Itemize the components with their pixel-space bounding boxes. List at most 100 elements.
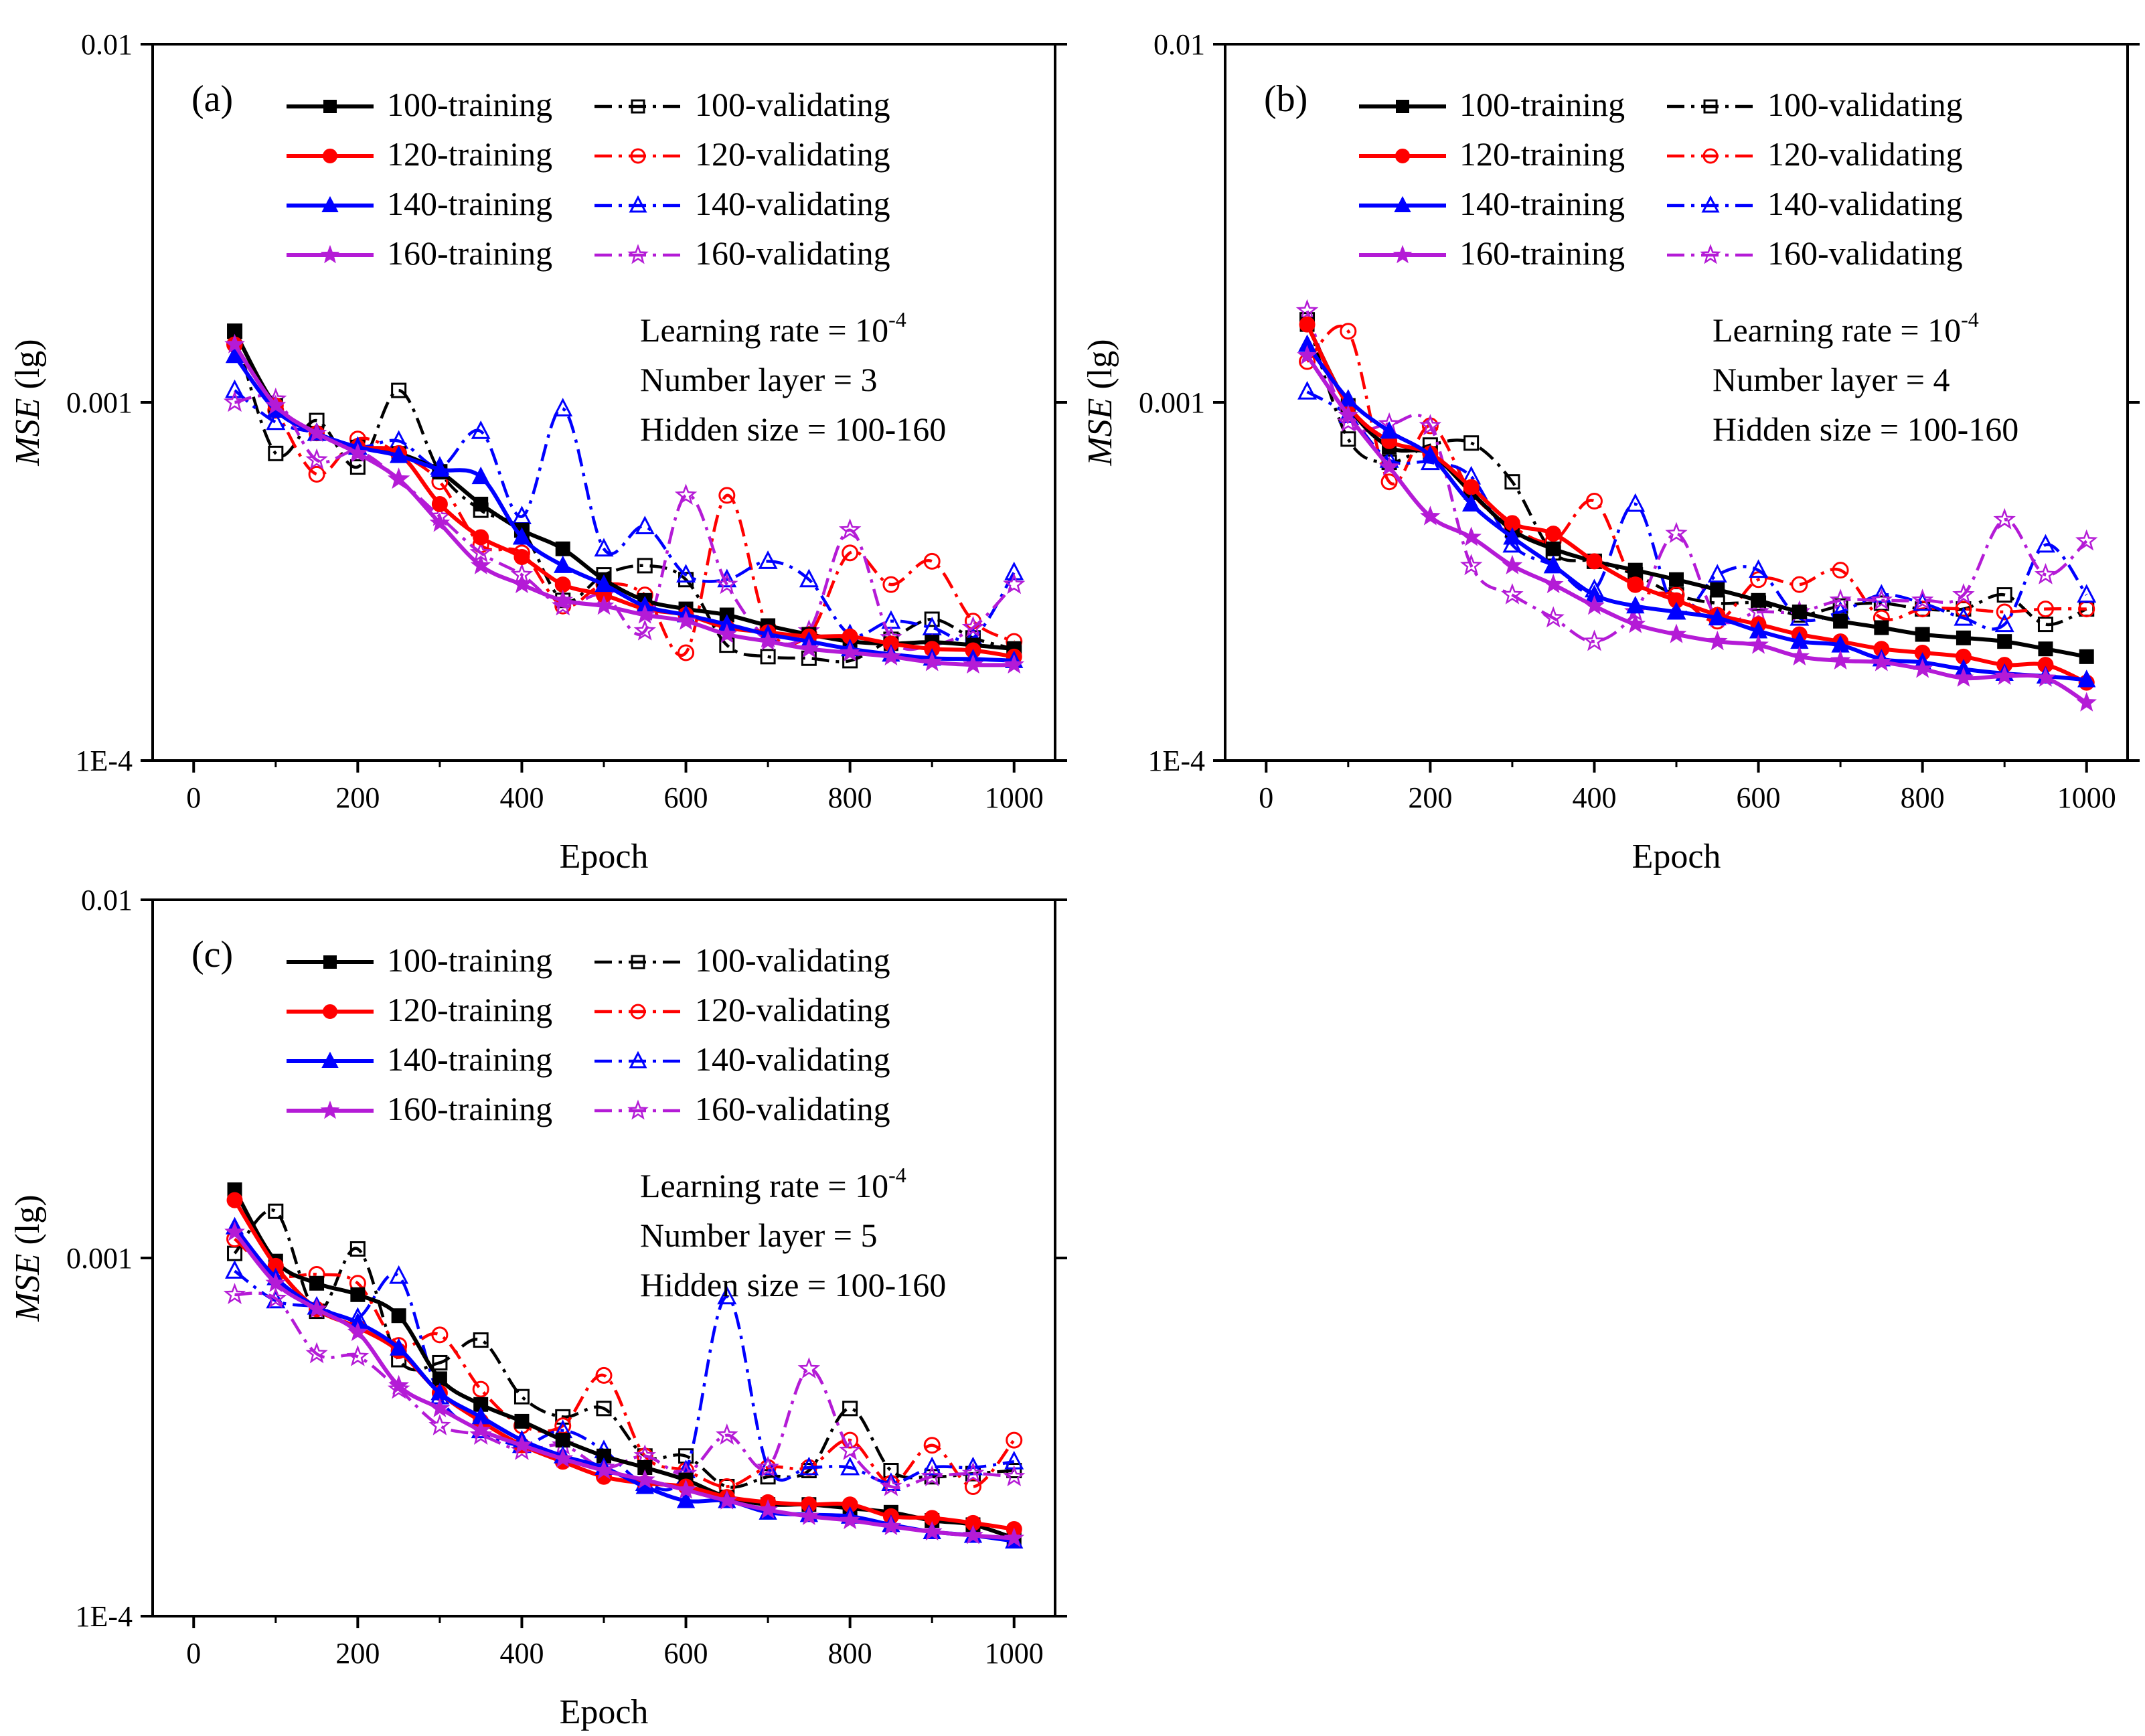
data-point <box>799 568 819 588</box>
legend-marker <box>321 1051 339 1068</box>
data-point <box>1996 587 2012 603</box>
data-point <box>1626 596 1645 614</box>
x-tick-label: 0 <box>186 781 201 814</box>
y-axis-label: MSE (lg) <box>9 1194 47 1322</box>
data-point <box>674 483 698 505</box>
data-point <box>594 538 614 557</box>
chart-panel: 0 200 400 600 800 1000 1E-4 0.001 0.01 Epoch MSE (… <box>9 884 1067 1731</box>
data-point <box>388 1374 410 1395</box>
y-tick-label: 1E-4 <box>75 1600 133 1633</box>
data-point <box>2034 563 2057 584</box>
data-point <box>924 611 940 627</box>
data-point <box>429 512 451 532</box>
data-point <box>1830 649 1851 669</box>
data-point <box>552 1447 574 1468</box>
data-point <box>842 1401 858 1417</box>
x-tick-label: 600 <box>664 781 708 814</box>
data-point <box>389 445 408 463</box>
y-tick-label: 1E-4 <box>75 744 133 777</box>
data-point <box>924 1469 940 1485</box>
legend-label: 140-training <box>387 185 552 222</box>
data-point <box>1299 316 1316 333</box>
data-point <box>1747 600 1770 622</box>
data-point <box>797 1357 821 1379</box>
data-point <box>1006 1463 1022 1479</box>
legend-marker <box>320 244 340 264</box>
data-point <box>511 573 532 594</box>
data-point <box>1994 613 2014 633</box>
data-point <box>1504 474 1520 490</box>
data-point <box>265 394 287 414</box>
data-point <box>637 558 653 574</box>
annotation-learning-rate-text: Learning rate = 10 <box>640 1167 888 1204</box>
data-point <box>473 496 489 511</box>
plot-frame <box>1224 43 2129 762</box>
legend-label: 120-training <box>1459 135 1625 173</box>
data-point <box>349 1241 366 1257</box>
x-tick-label: 1000 <box>2057 781 2116 814</box>
data-point <box>1706 630 1728 651</box>
x-tick-label: 600 <box>664 1637 708 1670</box>
data-point <box>226 1192 243 1208</box>
data-point <box>635 516 655 535</box>
data-point <box>2077 669 2096 688</box>
annotation-learning-rate-exponent: -4 <box>888 307 906 331</box>
legend-marker <box>1703 99 1718 114</box>
data-point <box>842 1431 859 1449</box>
chart-panel: 0 200 400 600 800 1000 1E-4 0.001 0.01 Epoch MSE (… <box>1081 28 2140 876</box>
legend-label: 160-validating <box>695 234 890 272</box>
series-line <box>1305 324 2087 623</box>
data-point <box>716 1423 738 1445</box>
data-point <box>1791 576 1808 593</box>
annotation-hidden-size: Hidden size = 100-160 <box>640 410 946 448</box>
data-point <box>555 541 570 556</box>
data-point <box>963 653 983 674</box>
x-tick-label: 800 <box>828 1637 872 1670</box>
data-point <box>840 1509 861 1530</box>
legend-label: 100-validating <box>695 86 890 123</box>
y-axis-label-quantity: MSE <box>9 398 47 467</box>
legend-marker <box>1396 100 1409 113</box>
annotation-learning-rate: Learning rate = 10-4 <box>1713 307 1979 349</box>
data-point <box>923 1437 941 1454</box>
data-point <box>757 1499 779 1519</box>
data-point <box>1542 606 1565 628</box>
data-point <box>633 1444 656 1466</box>
data-point <box>470 554 491 574</box>
data-point <box>223 390 246 412</box>
series-line <box>234 389 1016 643</box>
data-point <box>880 1515 902 1536</box>
legend-marker <box>631 955 645 969</box>
data-point <box>1503 527 1522 545</box>
legend-label: 120-validating <box>695 135 890 173</box>
data-point <box>1751 593 1766 608</box>
legend-label: 100-validating <box>1767 86 1963 123</box>
legend: 100-training 100-validating 120-training 12… <box>287 86 890 272</box>
legend-marker <box>631 99 645 114</box>
data-point <box>842 544 859 562</box>
data-point <box>1338 404 1359 424</box>
legend-marker <box>1394 195 1411 212</box>
data-point <box>1463 479 1480 495</box>
data-point <box>1297 345 1318 365</box>
legend-label: 120-training <box>387 991 552 1028</box>
data-point <box>798 1505 819 1525</box>
y-tick-label: 1E-4 <box>1147 744 1205 777</box>
legend-label: 140-validating <box>1767 185 1963 222</box>
series-160-training <box>224 1221 1025 1547</box>
data-point <box>1789 645 1810 665</box>
data-point <box>880 645 902 665</box>
legend-marker <box>629 195 647 213</box>
data-point <box>2035 534 2055 553</box>
series-line <box>233 330 1015 663</box>
legend-marker <box>629 1050 647 1069</box>
annotation-number-layer: Number layer = 5 <box>640 1216 877 1254</box>
data-point <box>633 619 656 641</box>
data-point <box>391 1308 406 1324</box>
data-point <box>2037 601 2054 618</box>
annotation-hidden-size: Hidden size = 100-160 <box>640 1266 946 1304</box>
data-point <box>676 1490 696 1508</box>
legend-label: 160-validating <box>1767 234 1963 272</box>
data-point <box>1952 583 1975 605</box>
